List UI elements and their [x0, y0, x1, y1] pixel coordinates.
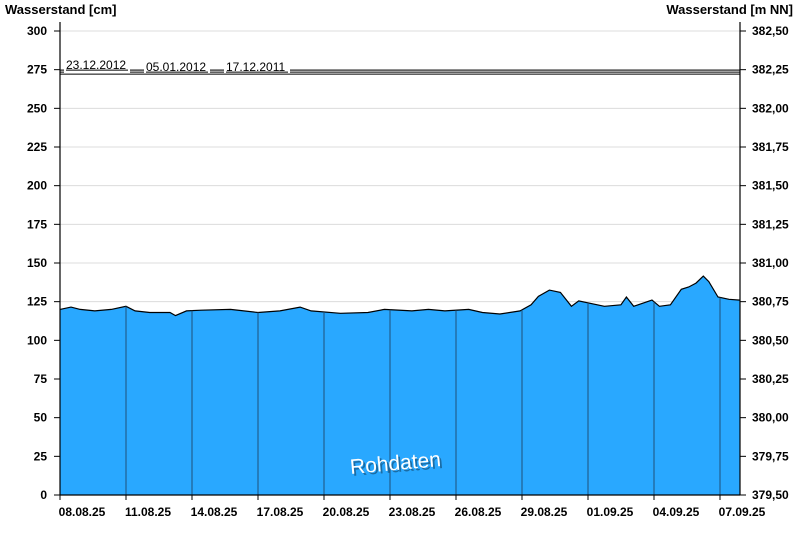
x-tick-label: 04.09.25	[653, 505, 700, 519]
y-tick-label-left: 0	[40, 488, 47, 502]
reference-label-bg	[64, 57, 130, 74]
x-tick-label: 29.08.25	[521, 505, 568, 519]
y-tick-label-right: 380,25	[752, 372, 789, 386]
x-tick-label: 14.08.25	[191, 505, 238, 519]
y-tick-label-left: 150	[27, 256, 47, 270]
reference-label: 23.12.2012	[66, 58, 126, 72]
reference-label: 05.01.2012	[146, 60, 206, 74]
y-tick-label-right: 381,00	[752, 256, 789, 270]
y-tick-label-right: 382,25	[752, 63, 789, 77]
y-tick-label-right: 380,00	[752, 411, 789, 425]
y-axis-label-right: Wasserstand [m NN]	[666, 2, 793, 17]
y-tick-label-right: 380,50	[752, 333, 789, 347]
x-tick-label: 01.09.25	[587, 505, 634, 519]
y-tick-label-left: 25	[34, 449, 48, 463]
x-tick-label: 07.09.25	[719, 505, 766, 519]
y-tick-label-right: 381,75	[752, 140, 789, 154]
x-tick-label: 11.08.25	[125, 505, 171, 519]
y-tick-label-right: 381,25	[752, 217, 789, 231]
y-tick-label-left: 300	[27, 24, 47, 38]
y-tick-label-left: 200	[27, 179, 47, 193]
x-tick-label: 26.08.25	[455, 505, 502, 519]
y-tick-label-right: 379,75	[752, 449, 789, 463]
y-tick-label-right: 380,75	[752, 295, 789, 309]
y-tick-label-left: 225	[27, 140, 47, 154]
y-tick-label-right: 381,50	[752, 179, 789, 193]
y-tick-label-left: 100	[27, 333, 47, 347]
y-tick-label-right: 379,50	[752, 488, 789, 502]
y-tick-label-left: 275	[27, 63, 47, 77]
reference-label: 17.12.2011	[226, 60, 285, 74]
y-axis-label-left: Wasserstand [cm]	[5, 2, 117, 17]
x-tick-label: 23.08.25	[389, 505, 436, 519]
y-tick-label-left: 250	[27, 101, 47, 115]
y-tick-label-left: 175	[27, 217, 47, 231]
x-tick-label: 08.08.25	[59, 505, 106, 519]
water-level-area	[60, 276, 740, 495]
water-level-line	[59, 275, 741, 317]
y-tick-label-left: 50	[34, 411, 48, 425]
y-tick-label-left: 75	[34, 372, 48, 386]
y-tick-label-right: 382,50	[752, 24, 789, 38]
y-tick-label-right: 382,00	[752, 101, 789, 115]
x-tick-label: 17.08.25	[257, 505, 304, 519]
reference-label-bg	[224, 57, 290, 74]
x-tick-label: 20.08.25	[323, 505, 370, 519]
y-tick-label-left: 125	[27, 295, 47, 309]
reference-label-bg	[144, 57, 210, 74]
